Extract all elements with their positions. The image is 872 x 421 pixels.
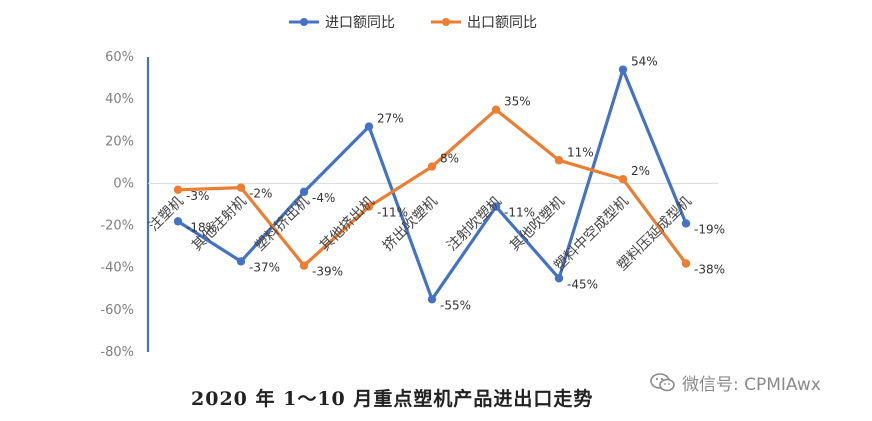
category-label: 挤出吹塑机 — [380, 194, 441, 255]
data-point — [427, 295, 437, 304]
watermark-text: 微信号: CPMIAwx — [682, 375, 821, 395]
category-label: 其他吹塑机 — [507, 194, 568, 255]
watermark: 微信号: CPMIAwx — [650, 370, 821, 395]
data-point — [554, 274, 564, 283]
data-point — [681, 259, 691, 268]
y-tick-label: 60% — [105, 50, 134, 65]
y-tick-label: -60% — [100, 303, 134, 318]
data-label: 2% — [631, 164, 650, 178]
y-tick-label: 0% — [113, 176, 134, 191]
y-tick-label: -20% — [100, 219, 134, 234]
y-axis: 60% 40% 20% 0% -20% -40% -60% -80% — [100, 50, 718, 360]
chart-caption: 2020 年 1～10 月重点塑机产品进出口走势 — [191, 388, 594, 410]
y-tick-label: -40% — [100, 261, 134, 276]
category-label: 塑料挤出机 — [252, 194, 313, 255]
data-label: -38% — [694, 263, 725, 277]
data-point — [427, 162, 437, 171]
legend-label: 出口额同比 — [467, 15, 537, 31]
data-label: 11% — [567, 145, 594, 159]
data-label: -55% — [440, 298, 471, 312]
series-lines — [173, 65, 691, 304]
data-point — [554, 156, 564, 165]
data-point — [491, 105, 501, 114]
data-label: 27% — [377, 112, 404, 126]
data-point — [364, 202, 374, 211]
data-label: 35% — [504, 95, 531, 109]
data-point — [299, 261, 309, 270]
data-label: -45% — [567, 277, 598, 291]
data-point — [491, 202, 501, 211]
legend-label: 进口额同比 — [325, 15, 395, 31]
data-point — [618, 175, 628, 184]
data-label: -19% — [694, 222, 725, 236]
y-tick-label: 40% — [105, 92, 134, 107]
data-label: -4% — [312, 191, 335, 205]
data-label: -37% — [249, 260, 280, 274]
data-label: -3% — [186, 189, 209, 203]
data-point — [364, 122, 374, 131]
data-label: -18% — [186, 220, 217, 234]
data-label: -39% — [312, 265, 343, 279]
data-label: -11% — [504, 206, 535, 220]
data-point — [236, 183, 246, 192]
legend-swatch-marker — [442, 18, 450, 26]
x-axis-category-labels: 注塑机 其他注射机 塑料挤出机 其他挤出机 挤出吹塑机 注射吹塑机 其他吹塑机塑料中空成型机… — [146, 194, 695, 275]
data-labels: -18% -37% -4% 27% -55% -11% -45% 54% -19% -3% -2% -… — [186, 55, 725, 313]
chart-legend: 进口额同比 出口额同比 — [289, 15, 537, 31]
y-tick-label: 20% — [105, 134, 134, 149]
wechat-icon — [650, 372, 675, 391]
data-point — [236, 257, 246, 266]
y-tick-label: -80% — [100, 345, 134, 360]
data-point — [618, 65, 628, 74]
data-point — [681, 219, 691, 228]
category-label: 注射吹塑机 — [444, 194, 505, 255]
data-point — [299, 187, 309, 197]
data-label: 54% — [631, 55, 658, 69]
data-point — [173, 185, 183, 194]
category-label: 注塑机 — [146, 194, 187, 235]
data-point — [173, 217, 183, 226]
data-label: 8% — [440, 152, 459, 166]
legend-swatch-marker — [300, 18, 308, 26]
data-label: -11% — [377, 206, 408, 220]
data-label: -2% — [249, 187, 272, 201]
